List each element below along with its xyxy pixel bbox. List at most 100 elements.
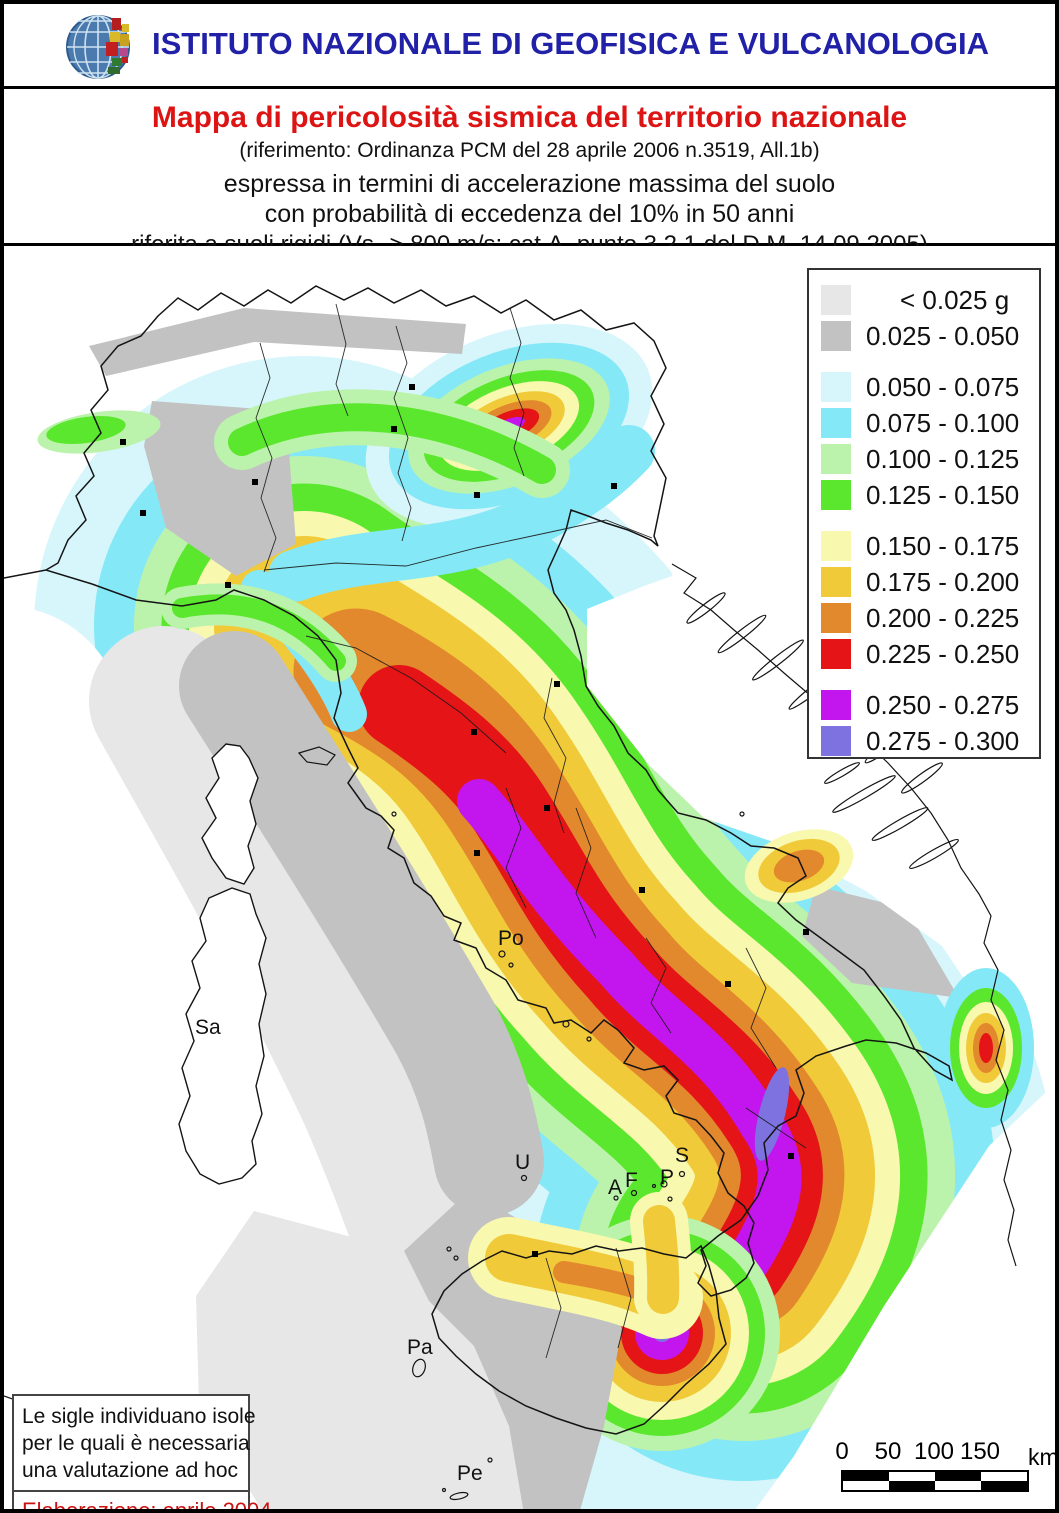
- scale-segment: [843, 1472, 889, 1481]
- note-text: Le sigle individuano isole per le quali …: [14, 1396, 256, 1492]
- island-label-Po: Po: [498, 927, 524, 950]
- city-marker: [803, 929, 809, 935]
- city-marker: [554, 681, 560, 687]
- island-label-P: P: [660, 1166, 675, 1189]
- legend-swatch: [821, 444, 851, 474]
- legend-swatch: [821, 603, 851, 633]
- north-sicily-band: [468, 1192, 703, 1339]
- scale-ticks: km 0 50 100 150: [832, 1438, 1055, 1470]
- city-marker: [471, 729, 477, 735]
- legend-label: 0.250 - 0.275: [866, 689, 1020, 720]
- legend-label: 0.125 - 0.150: [866, 479, 1020, 510]
- legend-swatch: [821, 480, 851, 510]
- legend-swatch: [821, 726, 851, 756]
- legend-swatch: [821, 639, 851, 669]
- legend-item: 0.075 - 0.100: [821, 405, 1039, 441]
- legend: < 0.025 g 0.025 - 0.050 0.050 - 0.075 0.075…: [807, 268, 1041, 759]
- hazard-band-spine: [34, 356, 1055, 1509]
- legend-label: 0.175 - 0.200: [866, 566, 1020, 597]
- note-line: Le sigle individuano isole: [22, 1405, 256, 1428]
- island-label-A: A: [608, 1176, 623, 1199]
- legend-item: < 0.025 g: [821, 282, 1039, 318]
- legend-rows: < 0.025 g 0.025 - 0.050 0.050 - 0.075 0.075…: [821, 282, 1039, 759]
- legend-label: < 0.025 g: [900, 284, 1010, 315]
- legend-item: 0.275 - 0.300: [821, 723, 1039, 759]
- city-marker: [544, 805, 550, 811]
- city-marker: [409, 384, 415, 390]
- legend-swatch: [821, 531, 851, 561]
- map-reference: (riferimento: Ordinanza PCM del 28 april…: [239, 139, 820, 162]
- legend-swatch: [821, 372, 851, 402]
- legend-label: 0.275 - 0.300: [866, 725, 1020, 756]
- title-block: Mappa di pericolosità sismica del territ…: [4, 89, 1055, 261]
- map-subtitle-1: espressa in termini di accelerazione mas…: [223, 170, 836, 198]
- italy-coastline: [4, 285, 954, 1297]
- legend-swatch: [821, 321, 851, 351]
- map-title: Mappa di pericolosità sismica del territ…: [151, 101, 908, 134]
- legend-label: 0.100 - 0.125: [866, 443, 1020, 474]
- calabria-core-streak: [754, 1067, 790, 1161]
- scale-tick: 150: [959, 1438, 1001, 1465]
- legend-label: 0.025 - 0.050: [866, 320, 1020, 351]
- logo-pixel-italy: [106, 18, 129, 74]
- island-label-Sa: Sa: [195, 1016, 221, 1039]
- scale-tick: 50: [874, 1438, 902, 1465]
- legend-item: 0.100 - 0.125: [821, 441, 1039, 477]
- east-edge-hotspot: [938, 968, 1034, 1128]
- legend-swatch: [821, 690, 851, 720]
- city-marker: [391, 426, 397, 432]
- city-marker: [474, 492, 480, 498]
- scale-segment: [981, 1472, 1027, 1481]
- scale-segment: [935, 1472, 981, 1481]
- scale-segment: [843, 1481, 889, 1490]
- city-marker: [252, 479, 258, 485]
- scale-bar: km 0 50 100 150: [832, 1438, 1055, 1500]
- city-marker: [725, 981, 731, 987]
- legend-label: 0.225 - 0.250: [866, 638, 1020, 669]
- legend-item: 0.250 - 0.275: [821, 687, 1039, 723]
- sardinia-outline: [178, 887, 267, 1185]
- city-marker: [788, 1153, 794, 1159]
- city-marker: [120, 439, 126, 445]
- island-label-Pe: Pe: [457, 1462, 483, 1485]
- ingv-globe-logo-icon: [66, 15, 130, 79]
- aosta-green-blob: [37, 410, 161, 454]
- corsica-outline: [201, 743, 259, 885]
- city-marker: [140, 510, 146, 516]
- scale-tick: 0: [835, 1438, 849, 1465]
- map-subtitle-2: con probabilità di eccedenza del 10% in …: [264, 200, 795, 228]
- small-islands: [297, 746, 745, 1501]
- po-valley-bands: [161, 389, 655, 732]
- scale-bar-box: [841, 1470, 1029, 1492]
- legend-label: 0.050 - 0.075: [866, 371, 1020, 402]
- scale-segment: [981, 1481, 1027, 1490]
- island-label-U: U: [515, 1151, 531, 1174]
- puglia-gray-patch: [802, 886, 959, 998]
- legend-swatch: [821, 285, 851, 315]
- elaboration-date: Elaborazione: aprile 2004: [22, 1498, 272, 1513]
- scale-segment: [935, 1481, 981, 1490]
- city-marker: [474, 850, 480, 856]
- legend-item: 0.200 - 0.225: [821, 600, 1039, 636]
- scale-segment: [889, 1481, 935, 1490]
- legend-label: 0.150 - 0.175: [866, 530, 1020, 561]
- legend-label: 0.200 - 0.225: [866, 602, 1020, 633]
- island-label-S: S: [675, 1144, 690, 1167]
- city-marker: [639, 887, 645, 893]
- legend-item: 0.125 - 0.150: [821, 477, 1039, 513]
- legend-item: 0.050 - 0.075: [821, 369, 1039, 405]
- ionian-sea-mask: [755, 1083, 1055, 1509]
- note-line: per le quali è necessaria: [22, 1432, 250, 1455]
- scale-tick: 100: [913, 1438, 955, 1465]
- region-borders: [255, 303, 807, 1359]
- sicily-coastline: [431, 1244, 727, 1435]
- note-box: Le sigle individuano isole per le quali …: [12, 1394, 272, 1513]
- island-label-Pa: Pa: [407, 1336, 433, 1359]
- header: ISTITUTO NAZIONALE DI GEOFISICA E VULCAN…: [4, 4, 1055, 89]
- legend-swatch: [821, 408, 851, 438]
- legend-item: 0.150 - 0.175: [821, 528, 1039, 564]
- island-label-F: F: [625, 1169, 638, 1192]
- legend-item: 0.175 - 0.200: [821, 564, 1039, 600]
- scale-segment: [889, 1472, 935, 1481]
